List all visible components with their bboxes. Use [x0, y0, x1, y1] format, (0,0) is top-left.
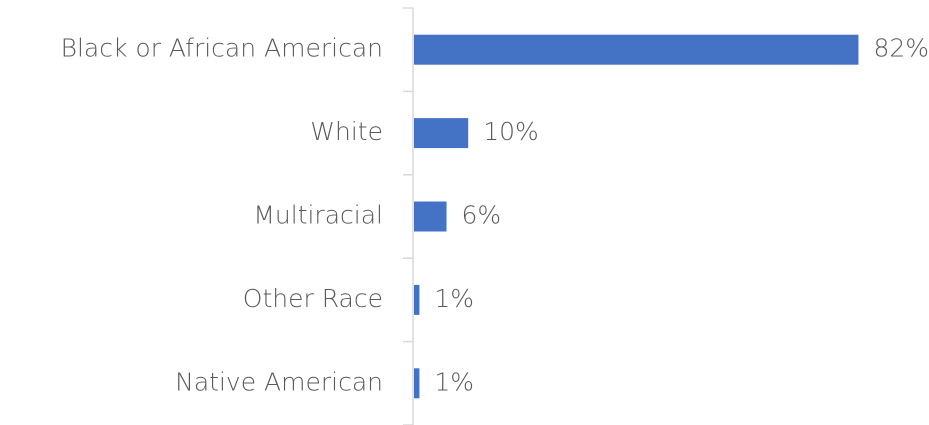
category-label: Multiracial [253, 201, 383, 230]
value-label: 82% [873, 34, 929, 63]
category-label: Black or African American [61, 34, 383, 63]
value-label: 6% [462, 201, 502, 230]
bar [414, 368, 420, 399]
bar [414, 201, 447, 232]
bar [414, 284, 420, 315]
category-label: Other Race [243, 284, 383, 313]
category-label: White [310, 117, 383, 146]
bar [414, 34, 859, 65]
value-label: 1% [434, 284, 474, 313]
value-label: 10% [483, 117, 539, 146]
bar [414, 118, 469, 149]
value-label: 1% [434, 367, 474, 396]
category-label: Native American [175, 367, 383, 396]
